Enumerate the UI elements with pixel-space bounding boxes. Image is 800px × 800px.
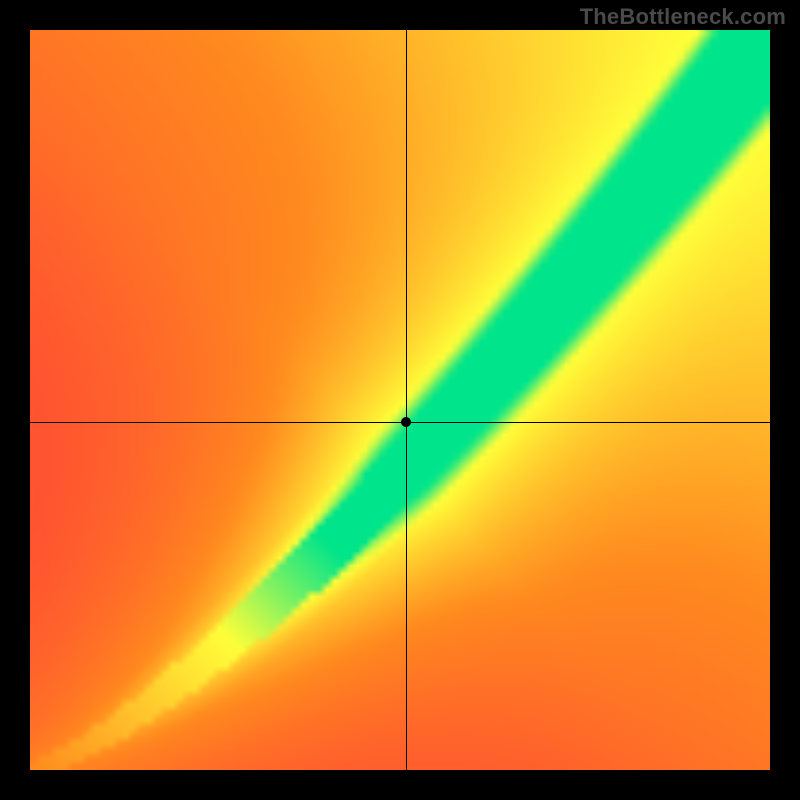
marker-dot bbox=[401, 417, 411, 427]
plot-frame bbox=[30, 30, 770, 770]
crosshair-vertical bbox=[406, 30, 407, 770]
watermark-text: TheBottleneck.com bbox=[580, 4, 786, 30]
heatmap-canvas bbox=[30, 30, 770, 770]
